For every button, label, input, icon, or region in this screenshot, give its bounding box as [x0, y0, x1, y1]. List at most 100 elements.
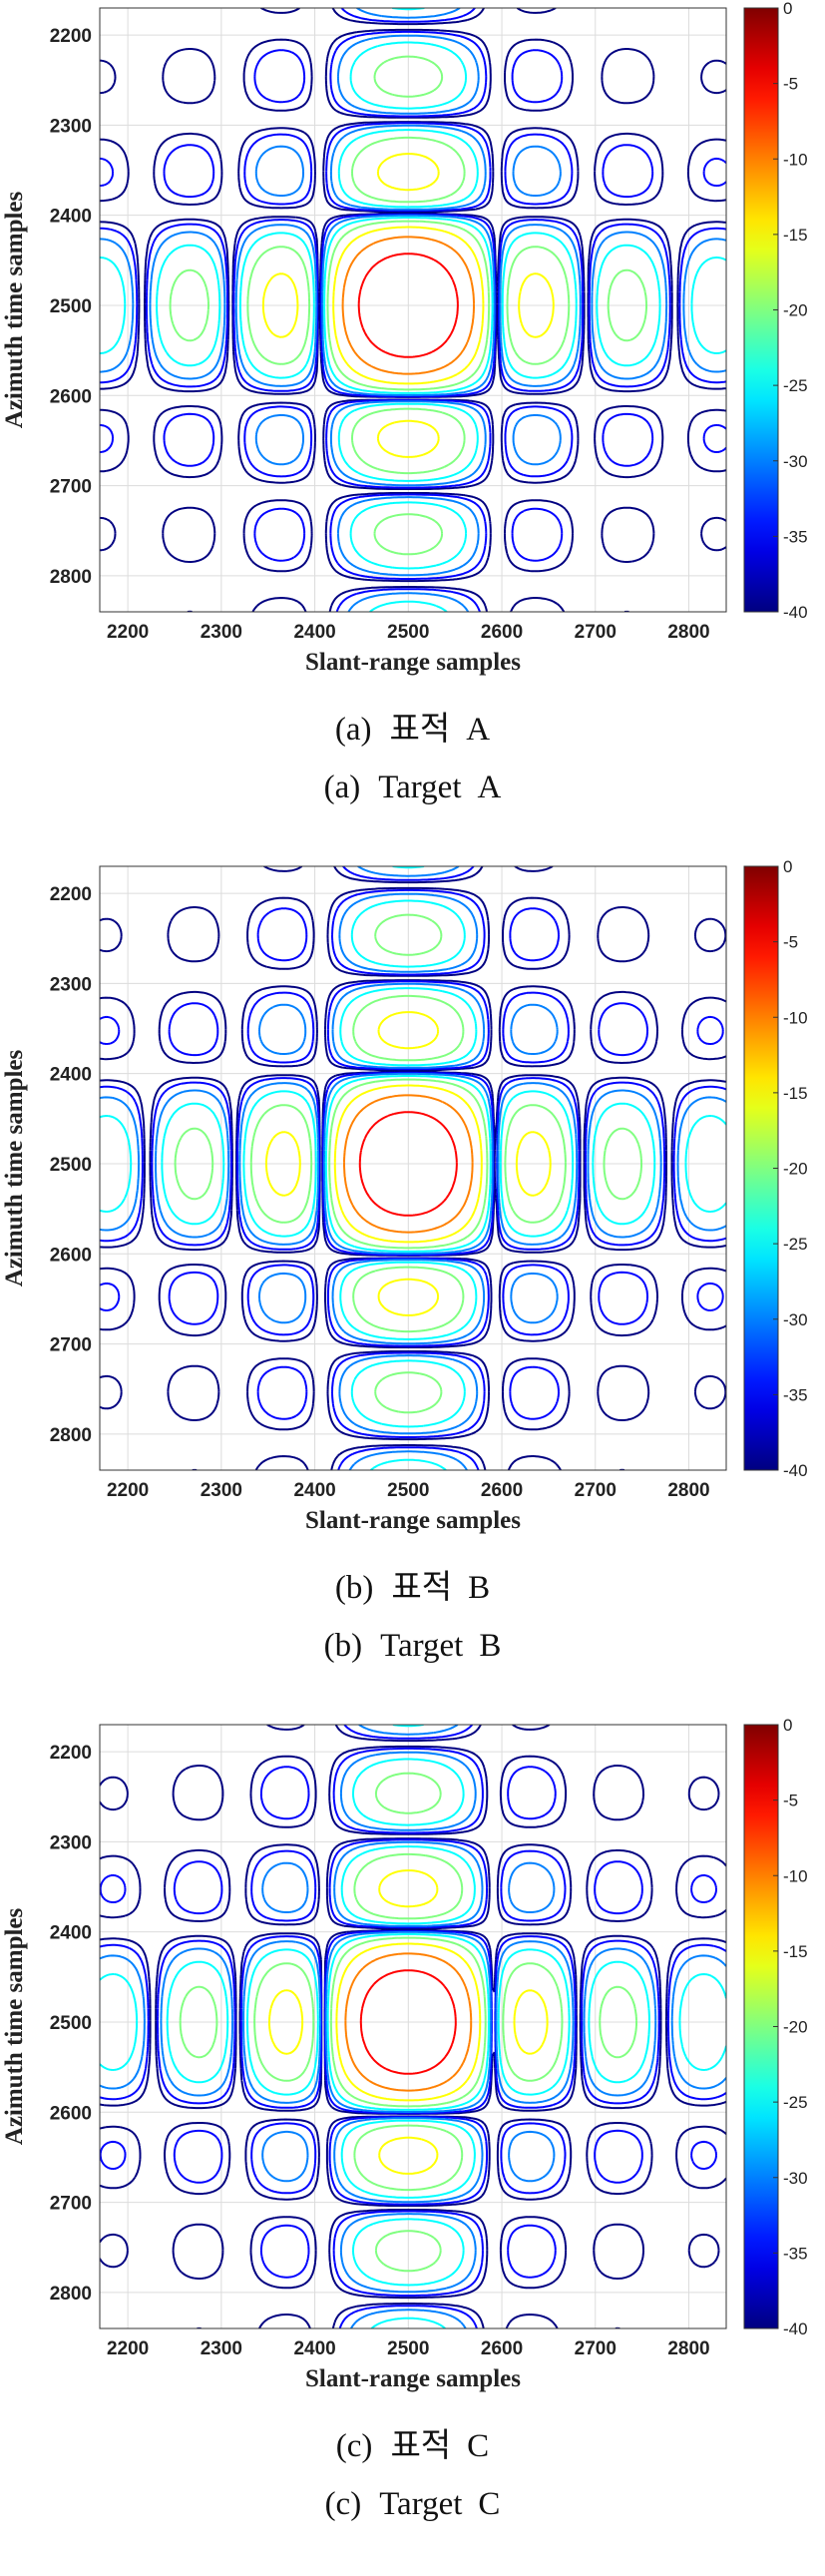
caption-word: Target: [380, 1628, 464, 1664]
plot-frame: [99, 1724, 727, 2329]
x-axis-label: Slant-range samples: [305, 2365, 521, 2392]
colorbar-tick-label: -30: [783, 452, 808, 471]
colorbar-tick-label: -35: [783, 1385, 808, 1404]
contour-level: [100, 866, 726, 1470]
colorbar-tick-label: -5: [783, 75, 798, 94]
colorbar-tick-label: -15: [783, 226, 808, 245]
colorbar-tick-label: -25: [783, 1235, 808, 1254]
y-tick-label: 2400: [50, 1065, 92, 1086]
colorbar-tick-label: -20: [783, 1160, 808, 1179]
colorbar-tick-label: -20: [783, 301, 808, 320]
contour-level: [100, 8, 726, 612]
x-tick-label: 2500: [387, 622, 429, 643]
x-tick-label: 2300: [201, 2338, 242, 2359]
caption-word: 표적: [389, 712, 451, 748]
contour-lines: [100, 8, 726, 612]
x-tick-label: 2500: [387, 2338, 429, 2359]
contour-level: [268, 1869, 549, 2175]
x-tick-label: 2200: [107, 622, 149, 643]
contour-level: [343, 1094, 474, 1234]
y-tick-label: 2500: [50, 2013, 92, 2034]
caption-word: Target: [379, 2486, 463, 2522]
gridlines: [100, 1725, 726, 2328]
caption-letter: B: [479, 1628, 502, 1664]
y-axis-label: Azimuth time samples: [1, 191, 28, 428]
contour-chart: 2200 2300 2400 2500 2600 2700 2800 2200 2300 2400…: [1, 858, 808, 1534]
colorbar-tick-label: -15: [783, 1084, 808, 1103]
y-axis-label: Azimuth time samples: [1, 1907, 28, 2145]
contour-level: [264, 1011, 552, 1316]
colorbar: [743, 7, 779, 613]
caption-letter: A: [466, 712, 491, 748]
colorbar-tick-label: -35: [783, 2244, 808, 2263]
colorbar: [743, 1724, 779, 2329]
colorbar-tick-label: -35: [783, 527, 808, 546]
plot-frame: [99, 7, 727, 613]
caption-english: (c) Target C: [0, 2486, 825, 2523]
x-tick-label: 2700: [575, 622, 617, 643]
y-tick-label: 2700: [50, 1335, 92, 1356]
caption-word: 표적: [390, 2428, 452, 2464]
gridlines: [100, 866, 726, 1470]
y-tick-label: 2200: [50, 1743, 92, 1764]
colorbar-tick-label: -40: [783, 1461, 808, 1480]
caption-word: Target: [378, 770, 462, 805]
x-axis-label: Slant-range samples: [305, 1507, 521, 1534]
x-tick-label: 2300: [201, 622, 242, 643]
contour-level: [100, 8, 726, 612]
x-tick-label: 2200: [107, 1480, 149, 1501]
caption-english: (a) Target A: [0, 770, 825, 806]
contour-level: [341, 236, 475, 375]
chart-panel: 2200 2300 2400 2500 2600 2700 2800 2200 2300 2400…: [0, 858, 825, 1717]
contour-level: [344, 1952, 473, 2092]
caption-korean: (c) 표적 C: [0, 2418, 825, 2466]
contour-level: [100, 8, 726, 612]
y-tick-label: 2600: [50, 1245, 92, 1266]
caption-word: 표적: [391, 1570, 453, 1606]
colorbar-tick-label: -15: [783, 1942, 808, 1961]
y-tick-label: 2600: [50, 2103, 92, 2124]
contour-chart: 2200 2300 2400 2500 2600 2700 2800 2200 2300 2400…: [1, 1717, 808, 2392]
y-tick-label: 2300: [50, 1832, 92, 1853]
gridlines: [100, 8, 726, 612]
contour-level: [358, 1111, 458, 1217]
y-tick-label: 2600: [50, 386, 92, 407]
y-axis-label: Azimuth time samples: [1, 1049, 28, 1287]
colorbar-tick-label: -25: [783, 376, 808, 395]
caption-prefix: (a): [323, 770, 361, 805]
x-tick-label: 2700: [575, 1480, 617, 1501]
x-tick-label: 2600: [481, 1480, 523, 1501]
colorbar-tick-label: -40: [783, 603, 808, 622]
y-tick-label: 2200: [50, 884, 92, 905]
contour-level: [100, 1725, 726, 2328]
caption-letter: C: [478, 2486, 501, 2522]
caption-korean: (b) 표적 B: [0, 1560, 825, 1608]
caption-letter: A: [477, 770, 502, 805]
caption-korean: (a) 표적 A: [0, 702, 825, 750]
contour-level: [100, 866, 726, 1470]
x-tick-label: 2600: [481, 2338, 523, 2359]
caption-prefix: (c): [335, 2428, 373, 2464]
colorbar-tick-label: -30: [783, 2169, 808, 2188]
contour-level: [100, 1725, 726, 2328]
contour-chart: 2200 2300 2400 2500 2600 2700 2800 2200 2300 2400…: [1, 0, 808, 676]
x-tick-label: 2400: [293, 622, 335, 643]
x-tick-label: 2400: [293, 1480, 335, 1501]
contour-level: [174, 913, 642, 1414]
y-tick-label: 2300: [50, 116, 92, 137]
contour-level: [100, 866, 726, 1470]
contour-level: [169, 55, 647, 556]
colorbar-tick-label: 0: [783, 1717, 792, 1735]
colorbar-tick-label: -10: [783, 1008, 808, 1027]
contour-level: [359, 1969, 457, 2075]
caption-prefix: (b): [323, 1628, 363, 1664]
caption-letter: C: [467, 2428, 490, 2464]
caption-prefix: (b): [334, 1570, 374, 1606]
x-axis-label: Slant-range samples: [305, 649, 521, 676]
y-tick-label: 2700: [50, 477, 92, 498]
caption-prefix: (a): [334, 712, 372, 748]
y-tick-label: 2500: [50, 296, 92, 317]
x-tick-label: 2400: [293, 2338, 335, 2359]
y-tick-label: 2800: [50, 2284, 92, 2305]
x-tick-label: 2800: [667, 1480, 709, 1501]
